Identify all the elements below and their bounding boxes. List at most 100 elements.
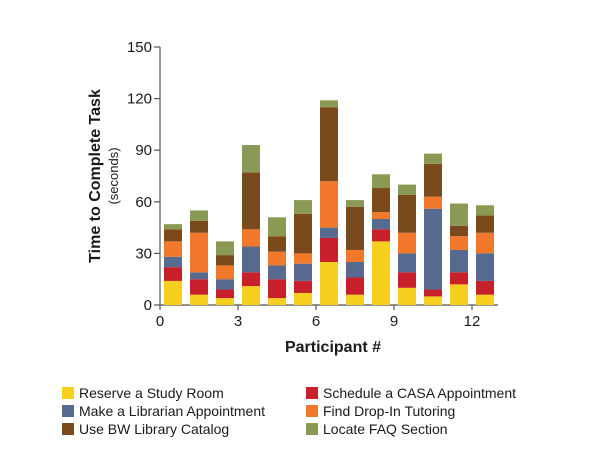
bar-segment-participant-1-series-3 — [164, 256, 182, 268]
bar-segment-participant-1-series-5 — [164, 229, 182, 242]
bar-segment-participant-3-series-3 — [216, 279, 234, 290]
bar-segment-participant-3-series-6 — [216, 241, 234, 256]
bar-segment-participant-7-series-4 — [320, 181, 338, 228]
bar-segment-participant-12-series-5 — [450, 225, 468, 237]
bar-segment-participant-13-series-6 — [476, 205, 494, 216]
bar-segment-participant-3-series-1 — [216, 298, 234, 305]
bar-segment-participant-10-series-4 — [398, 232, 416, 254]
bar-segment-participant-9-series-2 — [372, 229, 390, 242]
bar-segment-participant-9-series-1 — [372, 241, 390, 305]
bar-segment-participant-6-series-6 — [294, 200, 312, 214]
bar-segment-participant-12-series-1 — [450, 284, 468, 305]
bar-segment-participant-1-series-4 — [164, 241, 182, 257]
bar-segment-participant-7-series-5 — [320, 107, 338, 182]
bar-segment-participant-10-series-1 — [398, 287, 416, 305]
x-tick-label: 9 — [390, 313, 398, 330]
bar-segment-participant-2-series-4 — [190, 232, 208, 273]
bar-segment-participant-4-series-4 — [242, 229, 260, 247]
bar-segment-participant-5-series-4 — [268, 251, 286, 266]
bar-segment-participant-6-series-5 — [294, 213, 312, 254]
legend-swatch — [306, 387, 318, 399]
bar-segment-participant-10-series-2 — [398, 272, 416, 288]
bar-segment-participant-9-series-3 — [372, 219, 390, 230]
bar-segment-participant-12-series-6 — [450, 203, 468, 226]
bar-segment-participant-3-series-4 — [216, 265, 234, 280]
bar-segment-participant-11-series-5 — [424, 163, 442, 197]
bar-segment-participant-2-series-1 — [190, 294, 208, 305]
y-tick-label: 150 — [127, 39, 152, 56]
y-axis-subtitle: (seconds) — [106, 147, 121, 204]
bar-segment-participant-1-series-1 — [164, 280, 182, 305]
x-tick-label: 12 — [464, 313, 481, 330]
bar-segment-participant-8-series-4 — [346, 249, 364, 262]
bar-segment-participant-11-series-4 — [424, 196, 442, 209]
legend: Reserve a Study Room Make a Librarian App… — [62, 385, 516, 437]
bar-segment-participant-6-series-3 — [294, 263, 312, 281]
bar-segment-participant-11-series-2 — [424, 289, 442, 297]
bar-segment-participant-4-series-6 — [242, 145, 260, 173]
legend-label: Schedule a CASA Appointment — [323, 385, 516, 401]
bar-segment-participant-4-series-5 — [242, 172, 260, 230]
bar-segment-participant-13-series-3 — [476, 253, 494, 281]
bar-segment-participant-2-series-3 — [190, 272, 208, 280]
legend-swatch — [62, 387, 74, 399]
bar-segment-participant-8-series-5 — [346, 206, 364, 250]
bar-segment-participant-8-series-6 — [346, 200, 364, 207]
bar-segment-participant-12-series-3 — [450, 249, 468, 273]
bar-segment-participant-5-series-6 — [268, 217, 286, 237]
y-tick-label: 0 — [144, 297, 152, 314]
bar-segment-participant-12-series-4 — [450, 236, 468, 250]
y-tick-label: 120 — [127, 91, 152, 108]
legend-swatch — [306, 405, 318, 417]
bar-segment-participant-3-series-2 — [216, 289, 234, 299]
bar-segment-participant-2-series-6 — [190, 210, 208, 221]
bar-segment-participant-5-series-1 — [268, 298, 286, 305]
bar-segment-participant-9-series-6 — [372, 174, 390, 189]
bar-segment-participant-7-series-1 — [320, 262, 338, 305]
legend-swatch — [306, 423, 318, 435]
y-tick-label: 90 — [135, 142, 152, 159]
legend-swatch — [62, 423, 74, 435]
y-tick-label: 60 — [135, 194, 152, 211]
bar-segment-participant-10-series-5 — [398, 194, 416, 233]
axis-ticks: 0 30 60 90 120 150 0 3 6 9 12 — [127, 39, 480, 330]
bar-segment-participant-12-series-2 — [450, 272, 468, 285]
legend-label: Make a Librarian Appointment — [79, 403, 265, 419]
bar-segment-participant-2-series-5 — [190, 220, 208, 233]
bar-segment-participant-8-series-1 — [346, 294, 364, 305]
bar-segment-participant-6-series-4 — [294, 253, 312, 264]
bar-segment-participant-9-series-5 — [372, 188, 390, 213]
bar-segment-participant-13-series-2 — [476, 280, 494, 295]
bar-segment-participant-13-series-5 — [476, 215, 494, 233]
bar-segment-participant-7-series-6 — [320, 100, 338, 108]
bar-segment-participant-5-series-5 — [268, 236, 286, 252]
bar-segment-participant-5-series-2 — [268, 279, 286, 299]
bar-segment-participant-11-series-6 — [424, 153, 442, 164]
bar-segment-participant-4-series-3 — [242, 246, 260, 273]
bar-segment-participant-7-series-3 — [320, 227, 338, 238]
bar-segment-participant-11-series-1 — [424, 296, 442, 305]
legend-label: Reserve a Study Room — [79, 385, 224, 401]
bar-segment-participant-1-series-6 — [164, 224, 182, 230]
bar-segment-participant-6-series-1 — [294, 292, 312, 305]
bar-segment-participant-5-series-3 — [268, 265, 286, 280]
legend-label: Find Drop-In Tutoring — [323, 403, 455, 419]
bar-segment-participant-10-series-3 — [398, 253, 416, 273]
x-tick-label: 3 — [234, 313, 242, 330]
bar-segment-participant-4-series-1 — [242, 286, 260, 305]
y-tick-label: 30 — [135, 245, 152, 262]
bar-segment-participant-1-series-2 — [164, 267, 182, 281]
legend-label: Locate FAQ Section — [323, 421, 448, 437]
bar-segment-participant-11-series-3 — [424, 208, 442, 290]
legend-label: Use BW Library Catalog — [79, 421, 229, 437]
bar-segment-participant-13-series-1 — [476, 294, 494, 305]
bar-segment-participant-8-series-2 — [346, 277, 364, 295]
x-axis-title: Participant # — [285, 339, 381, 356]
bar-segment-participant-4-series-2 — [242, 272, 260, 287]
bar-segment-participant-9-series-4 — [372, 212, 390, 219]
bar-segment-participant-10-series-6 — [398, 184, 416, 195]
bar-segment-participant-8-series-3 — [346, 262, 364, 278]
bar-segment-participant-3-series-5 — [216, 255, 234, 266]
bar-segment-participant-2-series-2 — [190, 279, 208, 295]
